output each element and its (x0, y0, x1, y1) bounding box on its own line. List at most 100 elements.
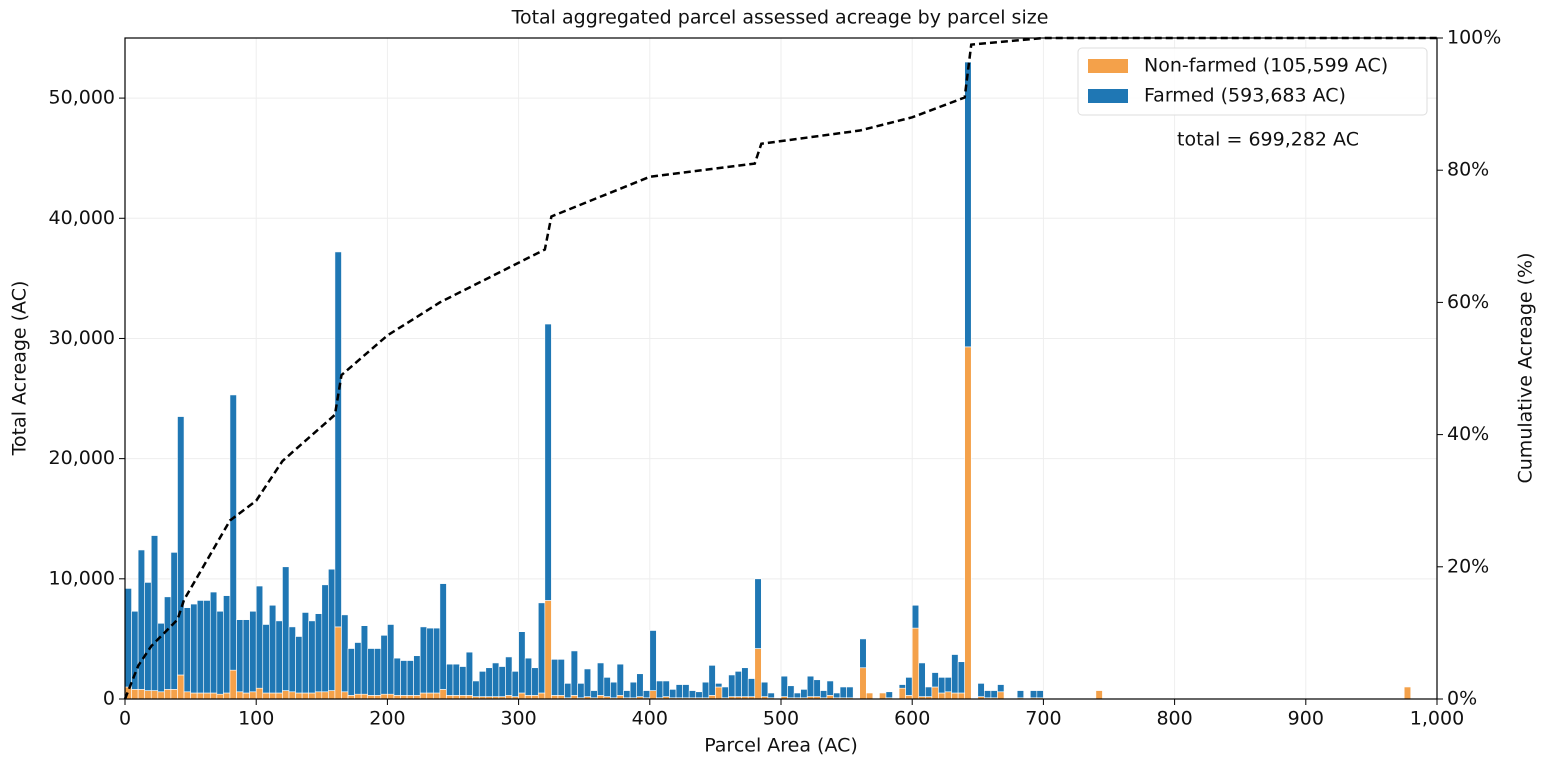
bar (833, 692, 841, 699)
bar (255, 585, 264, 689)
y-tick-label: 40,000 (49, 207, 115, 229)
bar (951, 692, 959, 700)
bar (269, 692, 277, 700)
bar (544, 323, 552, 601)
bar (957, 661, 965, 694)
bar (419, 626, 428, 694)
bar (695, 691, 703, 699)
bar (629, 681, 637, 699)
bar (662, 680, 670, 697)
bar (216, 693, 224, 700)
bar (616, 663, 624, 696)
x-tick-label: 300 (500, 708, 536, 730)
bar (170, 689, 178, 700)
bar (688, 690, 697, 699)
bar (944, 691, 952, 700)
bar (295, 692, 303, 700)
bar (839, 686, 847, 699)
y2-tick-label: 40% (1447, 423, 1489, 445)
legend-label: Non-farmed (105,599 AC) (1144, 55, 1388, 77)
y-tick-label: 0 (103, 688, 115, 710)
bar (373, 648, 382, 696)
x-tick-label: 900 (1288, 708, 1324, 730)
bar (754, 578, 762, 649)
bar (931, 686, 939, 700)
bar (275, 692, 283, 700)
bar (747, 678, 756, 697)
bar (328, 568, 336, 691)
bar (354, 642, 362, 695)
bar (931, 672, 939, 688)
bar (518, 692, 526, 700)
bar (249, 610, 257, 693)
bar (990, 690, 998, 699)
bar (793, 692, 801, 699)
bar (413, 655, 421, 696)
bar (813, 679, 821, 697)
bar (951, 654, 959, 694)
bar (984, 690, 992, 699)
bar (754, 648, 762, 700)
bar (367, 648, 375, 696)
bar (649, 630, 657, 691)
bar (537, 602, 546, 694)
bar (144, 690, 152, 700)
bar (898, 687, 906, 700)
legend-swatch (1088, 59, 1128, 73)
bar (229, 669, 237, 700)
x-tick-label: 800 (1156, 708, 1192, 730)
bar (308, 620, 316, 694)
bar (242, 692, 250, 700)
bar (406, 660, 414, 696)
bar (826, 680, 834, 696)
bar (301, 612, 309, 694)
bar (393, 657, 401, 696)
x-tick-label: 200 (369, 708, 405, 730)
bar (209, 591, 218, 694)
bar (150, 535, 159, 691)
bar (380, 693, 388, 700)
bar (551, 659, 559, 696)
y2-tick-label: 20% (1447, 555, 1489, 577)
bar (334, 626, 342, 700)
bar (131, 689, 139, 700)
bar (321, 691, 329, 700)
bar (583, 668, 592, 697)
x-axis-label: Parcel Area (AC) (704, 735, 858, 757)
bar (492, 662, 500, 697)
bar (537, 692, 546, 700)
bar (288, 626, 296, 693)
bar (380, 635, 388, 695)
bar (564, 683, 572, 699)
bar (780, 675, 788, 697)
bar (964, 61, 972, 348)
bar (275, 620, 283, 694)
bar (459, 666, 467, 696)
bar (898, 684, 906, 689)
bar (177, 416, 185, 676)
bar (1095, 690, 1103, 700)
bar (715, 686, 723, 700)
bar (603, 677, 611, 697)
x-tick-label: 500 (763, 708, 799, 730)
bar (216, 610, 224, 695)
bar (426, 627, 434, 694)
x-tick-label: 400 (632, 708, 668, 730)
bar (865, 692, 874, 700)
bar (150, 690, 159, 700)
bar (282, 566, 290, 691)
bar (282, 690, 290, 700)
bar (682, 684, 690, 699)
bar (426, 692, 434, 700)
bar (1016, 690, 1025, 699)
x-tick-label: 700 (1025, 708, 1061, 730)
bar (314, 691, 323, 700)
y2-axis-label: Cumulative Acreage (%) (1515, 253, 1537, 484)
x-tick-label: 1,000 (1410, 708, 1464, 730)
bar (879, 692, 887, 700)
bar (649, 690, 657, 700)
bar (452, 663, 460, 696)
bar (511, 671, 519, 697)
bar (236, 691, 244, 700)
